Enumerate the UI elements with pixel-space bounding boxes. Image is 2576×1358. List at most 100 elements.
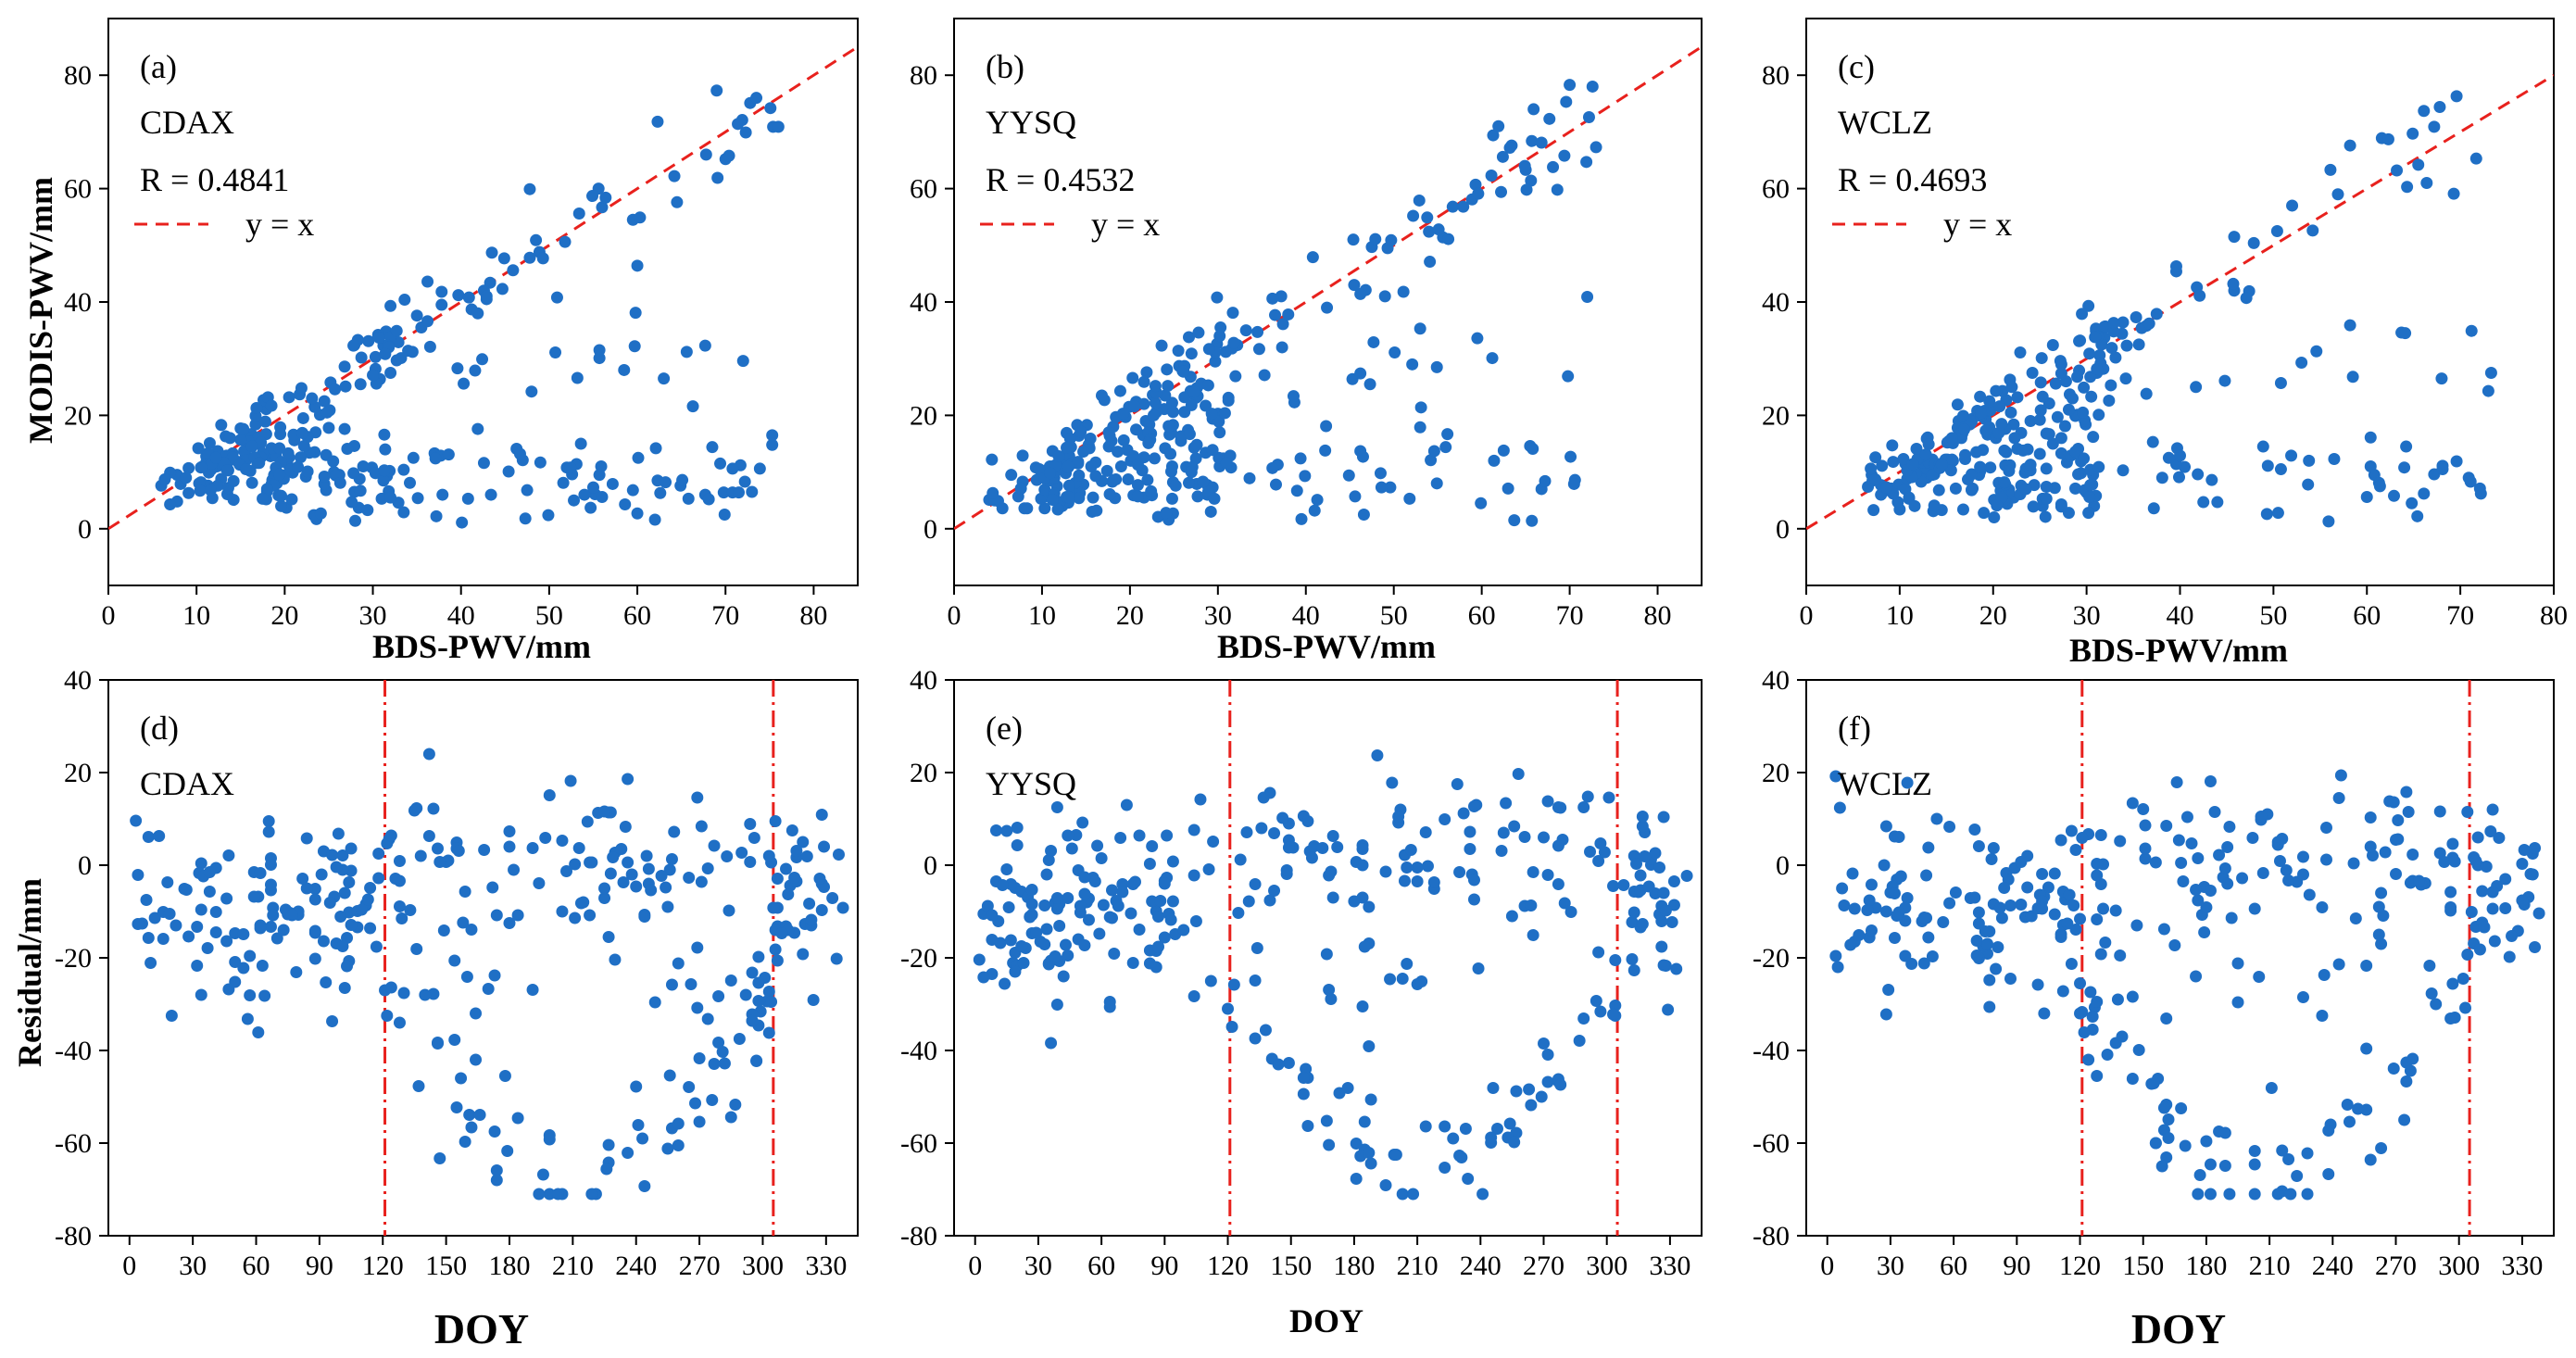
panel-a-data-point bbox=[658, 372, 671, 385]
panel-b-data-point bbox=[1527, 443, 1539, 456]
panel-a-data-point bbox=[209, 451, 222, 464]
panel-f-data-point bbox=[1888, 932, 1901, 944]
panel-a-data-point bbox=[354, 378, 367, 391]
panel-e-data-point bbox=[1095, 852, 1108, 864]
panel-e-data-point bbox=[1082, 913, 1095, 926]
panel-f-data-point bbox=[2296, 991, 2309, 1003]
panel-d-ytick-label: 0 bbox=[78, 850, 92, 881]
panel-f-data-point bbox=[1831, 961, 1844, 974]
panel-c-data-point bbox=[2089, 331, 2102, 344]
panel-b-data-point bbox=[1414, 421, 1426, 434]
panel-c-data-point bbox=[2040, 492, 2053, 505]
panel-d-data-point bbox=[665, 853, 678, 865]
panel-f-data-point bbox=[2086, 1011, 2099, 1023]
panel-b-xtick-label: 30 bbox=[1204, 600, 1232, 631]
panel-e-data-point bbox=[1078, 939, 1091, 951]
panel-f-data-point bbox=[2004, 899, 2017, 912]
panel-f-data-point bbox=[2406, 849, 2419, 861]
panel-e-data-point bbox=[1527, 866, 1539, 878]
panel-b-data-point bbox=[1226, 307, 1239, 320]
panel-c-data-point bbox=[2482, 384, 2494, 397]
panel-a-xtick-label: 60 bbox=[623, 600, 651, 631]
panel-f-data-point bbox=[1922, 841, 1935, 854]
panel-b-xtick-label: 0 bbox=[948, 600, 961, 631]
panel-b-data-point bbox=[1103, 429, 1116, 442]
panel-c-data-point bbox=[2083, 347, 2096, 360]
panel-f-data-point bbox=[2061, 917, 2074, 930]
panel-e-data-point bbox=[1103, 1000, 1116, 1013]
panel-f-data-point bbox=[2094, 948, 2107, 961]
panel-a-data-point bbox=[628, 340, 641, 353]
panel-c-data-point bbox=[1935, 459, 1948, 472]
panel-b-data-point bbox=[1142, 436, 1155, 449]
panel-c-data-point bbox=[2051, 410, 2064, 423]
panel-c-data-point bbox=[2436, 463, 2449, 476]
panel-a-data-point bbox=[723, 149, 735, 162]
panel-a-data-point bbox=[726, 462, 739, 475]
panel-b-data-point bbox=[1367, 335, 1380, 348]
panel-d-panel-label: (d) bbox=[140, 710, 179, 747]
panel-e-xtick-label: 0 bbox=[968, 1251, 982, 1281]
panel-d-data-point bbox=[345, 842, 358, 855]
panel-c-data-point bbox=[2344, 139, 2356, 152]
panel-e-data-point bbox=[1128, 875, 1141, 888]
panel-e-data-point bbox=[1187, 990, 1200, 1002]
panel-f-data-point bbox=[2139, 842, 2152, 855]
panel-a-data-point bbox=[564, 461, 577, 474]
panel-b-legend-label: y = x bbox=[1091, 206, 1160, 243]
panel-e-data-point bbox=[1358, 1115, 1371, 1128]
panel-d-data-point bbox=[220, 935, 233, 948]
panel-f-data-point bbox=[2139, 819, 2152, 832]
panel-c-data-point bbox=[1975, 407, 1988, 420]
panel-a-data-point bbox=[618, 363, 631, 376]
panel-f-data-point bbox=[2084, 986, 2097, 999]
panel-b-data-point bbox=[1077, 446, 1090, 459]
panel-e-ytick-label: -40 bbox=[900, 1036, 937, 1066]
panel-f-data-point bbox=[2147, 1077, 2160, 1089]
panel-f-data-point bbox=[2516, 858, 2529, 870]
panel-e-data-point bbox=[1626, 916, 1639, 928]
panel-a-data-point bbox=[572, 207, 585, 220]
panel-d-data-point bbox=[744, 856, 757, 868]
panel-b-data-point bbox=[1165, 465, 1178, 478]
panel-d-data-point bbox=[326, 849, 339, 861]
panel-d-data-point bbox=[488, 1125, 501, 1138]
panel-d-data-point bbox=[473, 1109, 486, 1121]
panel-e-data-point bbox=[1411, 861, 1424, 874]
panel-b-data-point bbox=[1475, 497, 1488, 509]
panel-c-station-name: WCLZ bbox=[1838, 104, 1932, 141]
panel-a-data-point bbox=[204, 484, 217, 497]
panel-e-data-point bbox=[1384, 973, 1397, 986]
panel-d-data-point bbox=[602, 931, 615, 943]
panel-f-data-point bbox=[2179, 1139, 2192, 1152]
panel-e-data-point bbox=[1617, 879, 1630, 891]
panel-f-data-point bbox=[2276, 833, 2289, 845]
panel-a-data-point bbox=[378, 428, 391, 441]
panel-b: 0 10 20 30 40 50 60 70 80 0 20 40 60 80 (b) YYSQ R = 0.4… bbox=[910, 18, 1703, 631]
panel-e-data-point bbox=[1133, 829, 1146, 842]
panel-f-data-point bbox=[2204, 1158, 2217, 1171]
panel-d-data-point bbox=[364, 922, 377, 935]
panel-a-data-point bbox=[273, 468, 286, 481]
panel-a-data-point bbox=[606, 477, 619, 490]
panel-c-data-point bbox=[2274, 377, 2287, 390]
panel-d-data-point bbox=[452, 845, 465, 857]
panel-c-data-point bbox=[1945, 432, 1958, 445]
panel-f-data-point bbox=[2347, 857, 2360, 870]
panel-e-data-point bbox=[1030, 926, 1043, 939]
panel-c-data-point bbox=[1949, 482, 1962, 495]
panel-e-data-point bbox=[1011, 822, 1024, 834]
panel-f-data-point bbox=[2360, 1042, 2373, 1055]
panel-a-plot-area bbox=[108, 45, 858, 531]
panel-e-xtick-label: 270 bbox=[1523, 1251, 1564, 1281]
panel-d-data-point bbox=[486, 881, 499, 894]
panel-e-xtick-label: 120 bbox=[1207, 1251, 1249, 1281]
panel-f-data-point bbox=[2192, 852, 2205, 864]
panel-e-ytick-label: -80 bbox=[900, 1221, 937, 1251]
panel-b-data-point bbox=[1299, 470, 1312, 483]
panel-a-data-point bbox=[654, 486, 667, 499]
panel-f-data-point bbox=[2155, 1160, 2168, 1173]
panel-f-data-point bbox=[2332, 792, 2345, 804]
panel-d-data-point bbox=[805, 913, 818, 926]
panel-d-data-point bbox=[244, 949, 257, 962]
